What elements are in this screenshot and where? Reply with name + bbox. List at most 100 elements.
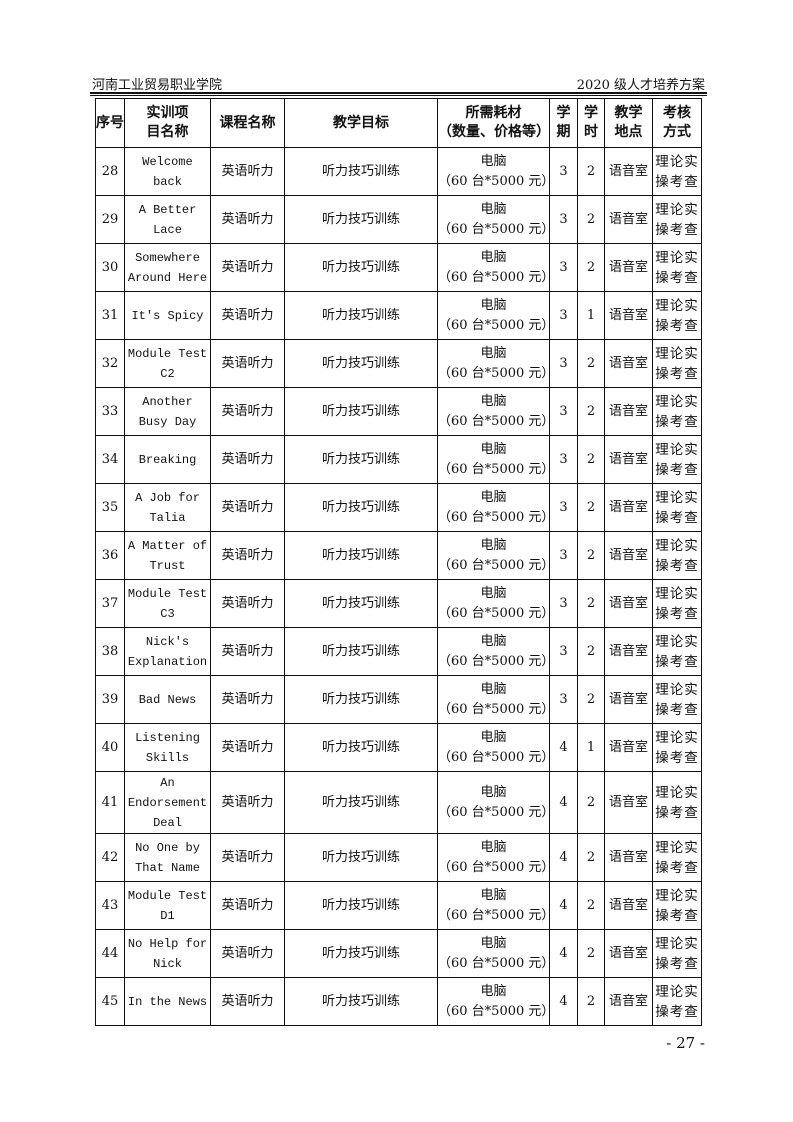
term-cell: 4 [549,929,578,978]
hours-cell: 2 [577,483,605,532]
assessment-method-cell: 理论实操考查 [652,627,702,676]
teaching-goal-cell: 听力技巧训练 [284,339,438,388]
project-name-cell: Another Busy Day [124,387,211,436]
header-rule [90,92,707,94]
materials-cell: 电脑 （60 台*5000 元） [437,291,554,340]
hours-cell: 2 [577,147,605,196]
table-row: 34 Breaking 英语听力 听力技巧训练 电脑 （60 台*5000 元） 3 2 语音室… [95,435,702,484]
location-cell: 语音室 [604,243,653,292]
column-header-text: （数量、价格等） [438,124,550,140]
teaching-goal-cell: 听力技巧训练 [284,195,438,244]
course-name-cell: 英语听力 [210,243,285,292]
location-cell: 语音室 [604,147,653,196]
course-name-cell: 英语听力 [210,881,285,930]
materials-line: （60 台*5000 元） [438,461,555,477]
materials-cell: 电脑 （60 台*5000 元） [437,929,555,978]
hours-cell: 2 [577,977,605,1026]
table-row: 37 Module Test C3 英语听力 听力技巧训练 电脑 （60 台*5000 元… [95,579,702,628]
term-cell: 3 [549,339,578,388]
row-number-cell: 42 [95,833,125,882]
column-header: 所需耗材 （数量、价格等） [437,98,550,148]
table-header-row: 序号 实训项 目名称 课程名称 教学目标 所需耗材 （数量、价格等）学期学时教学地点 考核方式 [95,98,702,148]
table-row: 44 No Help for Nick 英语听力 听力技巧训练 电脑 （60 台*5000… [95,929,702,978]
materials-cell: 电脑 （60 台*5000 元） [437,723,554,772]
materials-cell: 电脑 （60 台*5000 元） [437,195,555,244]
teaching-goal-cell: 听力技巧训练 [284,833,438,882]
location-cell: 语音室 [604,627,653,676]
assessment-method-cell: 理论实操考查 [652,977,702,1026]
materials-cell: 电脑 （60 台*5000 元） [437,531,555,580]
hours-cell: 2 [577,195,605,244]
course-name-cell: 英语听力 [210,723,285,772]
table-row: 42 No One by That Name 英语听力 听力技巧训练 电脑 （60 台*5… [95,833,702,882]
hours-cell: 2 [577,833,605,882]
location-cell: 语音室 [604,723,653,772]
location-cell: 语音室 [604,483,653,532]
table-row: 39 Bad News 英语听力 听力技巧训练 电脑 （60 台*5000 元） 3 2 语音室… [95,675,702,724]
assessment-method-cell: 理论实操考查 [652,833,702,882]
table-row: 38 Nick's Explanation 英语听力 听力技巧训练 电脑 （60 台*50… [95,627,702,676]
location-cell: 语音室 [604,387,653,436]
materials-line: （60 台*5000 元） [438,365,555,381]
term-cell: 4 [549,881,578,930]
header-rule-thin [90,95,707,96]
assessment-method-cell: 理论实操考查 [652,675,702,724]
course-name-cell: 英语听力 [210,579,285,628]
assessment-method-cell: 理论实操考查 [652,531,702,580]
column-header-text: 教学目标 [333,114,389,131]
teaching-goal-cell: 听力技巧训练 [284,627,438,676]
materials-line: （60 台*5000 元） [438,413,555,429]
materials-cell: 电脑 （60 台*5000 元） [437,243,554,292]
location-cell: 语音室 [604,435,653,484]
location-cell: 语音室 [604,579,653,628]
materials-line: 电脑 [480,729,507,745]
teaching-goal-cell: 听力技巧训练 [284,675,438,724]
materials-line: 电脑 [480,345,507,361]
materials-line: （60 台*5000 元） [438,1003,555,1019]
teaching-goal-cell: 听力技巧训练 [284,723,438,772]
materials-line: （60 台*5000 元） [438,955,555,971]
term-cell: 3 [549,579,578,628]
project-name-cell: A Job for Talia [124,483,211,532]
location-cell: 语音室 [604,531,653,580]
materials-cell: 电脑 （60 台*5000 元） [437,977,555,1026]
course-name-cell: 英语听力 [210,147,285,196]
hours-cell: 2 [577,531,605,580]
row-number-cell: 35 [95,483,125,532]
materials-line: 电脑 [480,983,507,999]
hours-cell: 2 [577,435,605,484]
teaching-goal-cell: 听力技巧训练 [284,531,438,580]
location-cell: 语音室 [604,977,653,1026]
teaching-goal-cell: 听力技巧训练 [284,435,438,484]
project-name-cell: It's Spicy [124,291,211,340]
hours-cell: 2 [577,579,605,628]
table-row: 36 A Matter of Trust 英语听力 听力技巧训练 电脑 （60 台*500… [95,531,702,580]
materials-line: （60 台*5000 元） [438,557,555,573]
row-number-cell: 29 [95,195,125,244]
term-cell: 4 [549,977,578,1026]
materials-line: 电脑 [480,249,507,265]
table-row: 28 Welcome back 英语听力 听力技巧训练 电脑 （60 台*5000 元） 3… [95,147,702,196]
column-header-text: 实训项 [146,105,189,121]
column-header-text: 考核方式 [662,105,691,140]
teaching-goal-cell: 听力技巧训练 [284,291,438,340]
row-number-cell: 43 [95,881,125,930]
column-header: 教学地点 [604,98,653,148]
column-header: 序号 [95,98,125,148]
course-name-cell: 英语听力 [210,771,285,834]
table-row: 29 A Better Lace 英语听力 听力技巧训练 电脑 （60 台*5000 元）… [95,195,702,244]
teaching-goal-cell: 听力技巧训练 [284,579,438,628]
materials-line: 电脑 [480,585,507,601]
materials-line: 电脑 [480,393,507,409]
project-name-cell: In the News [124,977,211,1026]
row-number-cell: 37 [95,579,125,628]
table-row: 40 Listening Skills 英语听力 听力技巧训练 电脑 （60 台*5000… [95,723,702,772]
materials-cell: 电脑 （60 台*5000 元） [437,387,555,436]
teaching-goal-cell: 听力技巧训练 [284,387,438,436]
column-header: 学时 [577,98,605,148]
table-row: 35 A Job for Talia 英语听力 听力技巧训练 电脑 （60 台*5000 … [95,483,702,532]
table-row: 45 In the News 英语听力 听力技巧训练 电脑 （60 台*5000 元） 4 2… [95,977,702,1026]
materials-line: 电脑 [480,887,507,903]
project-name-cell: A Matter of Trust [124,531,211,580]
materials-line: （60 台*5000 元） [438,221,555,237]
